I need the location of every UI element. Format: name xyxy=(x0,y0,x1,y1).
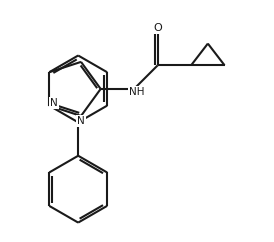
Text: NH: NH xyxy=(129,87,144,97)
Text: O: O xyxy=(153,23,162,33)
Text: N: N xyxy=(77,116,85,126)
Text: N: N xyxy=(50,98,58,108)
